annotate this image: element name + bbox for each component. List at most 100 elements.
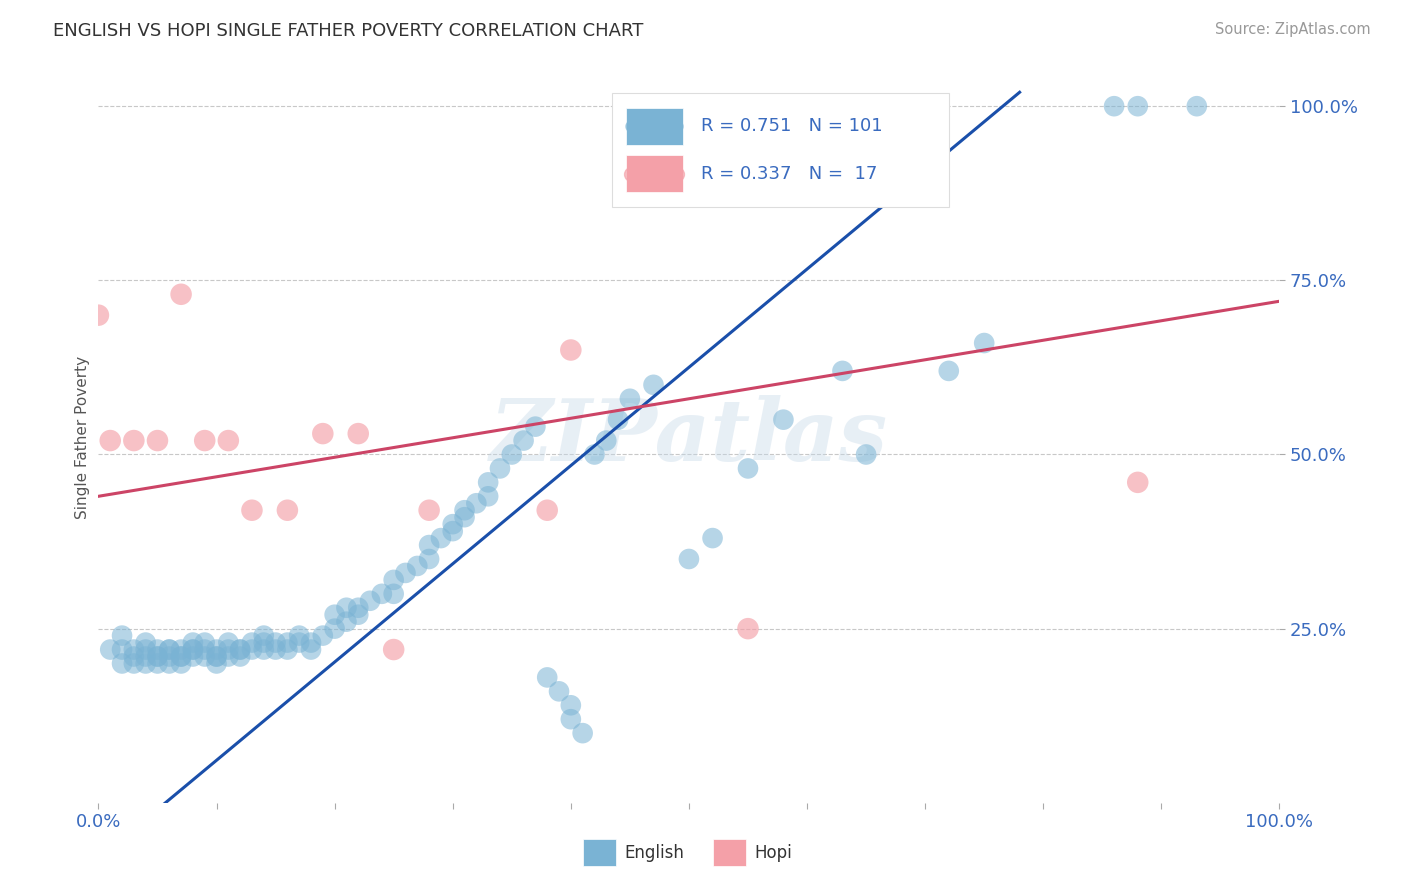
Point	[583, 448, 606, 462]
Point	[98, 642, 121, 657]
Point	[359, 594, 381, 608]
Point	[371, 587, 394, 601]
Point	[973, 336, 995, 351]
Point	[441, 517, 464, 532]
Point	[170, 649, 193, 664]
Point	[536, 670, 558, 684]
Point	[111, 657, 134, 671]
Point	[418, 552, 440, 566]
Point	[229, 642, 252, 657]
Point	[240, 635, 263, 649]
Point	[441, 524, 464, 538]
Point	[157, 642, 180, 657]
Point	[276, 503, 298, 517]
Point	[194, 649, 217, 664]
Point	[111, 642, 134, 657]
Point	[264, 635, 287, 649]
Y-axis label: Single Father Poverty: Single Father Poverty	[75, 356, 90, 518]
Point	[453, 510, 475, 524]
Point	[288, 629, 311, 643]
Point	[1126, 475, 1149, 490]
Point	[299, 642, 322, 657]
Point	[264, 642, 287, 657]
Point	[170, 642, 193, 657]
Point	[181, 642, 204, 657]
Point	[276, 642, 298, 657]
Point	[1126, 99, 1149, 113]
Text: ENGLISH VS HOPI SINGLE FATHER POVERTY CORRELATION CHART: ENGLISH VS HOPI SINGLE FATHER POVERTY CO…	[53, 22, 644, 40]
Point	[335, 615, 357, 629]
Point	[276, 635, 298, 649]
Point	[229, 642, 252, 657]
Point	[1185, 99, 1208, 113]
Point	[205, 657, 228, 671]
FancyBboxPatch shape	[612, 94, 949, 207]
Point	[678, 552, 700, 566]
Point	[135, 657, 157, 671]
Point	[87, 308, 110, 322]
Point	[595, 434, 617, 448]
FancyBboxPatch shape	[626, 155, 683, 192]
Point	[146, 434, 169, 448]
Point	[347, 600, 370, 615]
Point	[312, 426, 335, 441]
Point	[501, 448, 523, 462]
Point	[418, 503, 440, 517]
Point	[98, 434, 121, 448]
Point	[253, 642, 276, 657]
Point	[477, 489, 499, 503]
Point	[194, 642, 217, 657]
Point	[135, 642, 157, 657]
Point	[382, 642, 405, 657]
Point	[253, 635, 276, 649]
Text: ZIPatlas: ZIPatlas	[489, 395, 889, 479]
Point	[831, 364, 853, 378]
Point	[253, 629, 276, 643]
Text: Hopi: Hopi	[754, 844, 792, 862]
Point	[323, 622, 346, 636]
Point	[135, 649, 157, 664]
Point	[122, 434, 145, 448]
Point	[122, 642, 145, 657]
Point	[181, 649, 204, 664]
Point	[465, 496, 488, 510]
Point	[737, 461, 759, 475]
Point	[205, 649, 228, 664]
Point	[146, 649, 169, 664]
Point	[299, 635, 322, 649]
Point	[335, 600, 357, 615]
Point	[560, 698, 582, 713]
Text: Source: ZipAtlas.com: Source: ZipAtlas.com	[1215, 22, 1371, 37]
Point	[288, 635, 311, 649]
Point	[548, 684, 571, 698]
Point	[418, 538, 440, 552]
Point	[194, 434, 217, 448]
Point	[181, 642, 204, 657]
Point	[122, 649, 145, 664]
Point	[524, 419, 547, 434]
Point	[170, 649, 193, 664]
Point	[607, 412, 630, 426]
Point	[205, 642, 228, 657]
Point	[477, 475, 499, 490]
Text: English: English	[624, 844, 683, 862]
Point	[111, 629, 134, 643]
Point	[217, 649, 239, 664]
Point	[135, 635, 157, 649]
Point	[157, 642, 180, 657]
Point	[240, 642, 263, 657]
Point	[217, 642, 239, 657]
Text: R = 0.751   N = 101: R = 0.751 N = 101	[700, 117, 883, 136]
FancyBboxPatch shape	[626, 108, 683, 145]
Point	[194, 635, 217, 649]
Text: R = 0.337   N =  17: R = 0.337 N = 17	[700, 165, 877, 183]
Point	[229, 649, 252, 664]
Point	[312, 629, 335, 643]
Point	[323, 607, 346, 622]
Point	[643, 377, 665, 392]
Point	[571, 726, 593, 740]
Point	[217, 635, 239, 649]
Point	[560, 712, 582, 726]
Point	[453, 503, 475, 517]
Point	[536, 503, 558, 517]
